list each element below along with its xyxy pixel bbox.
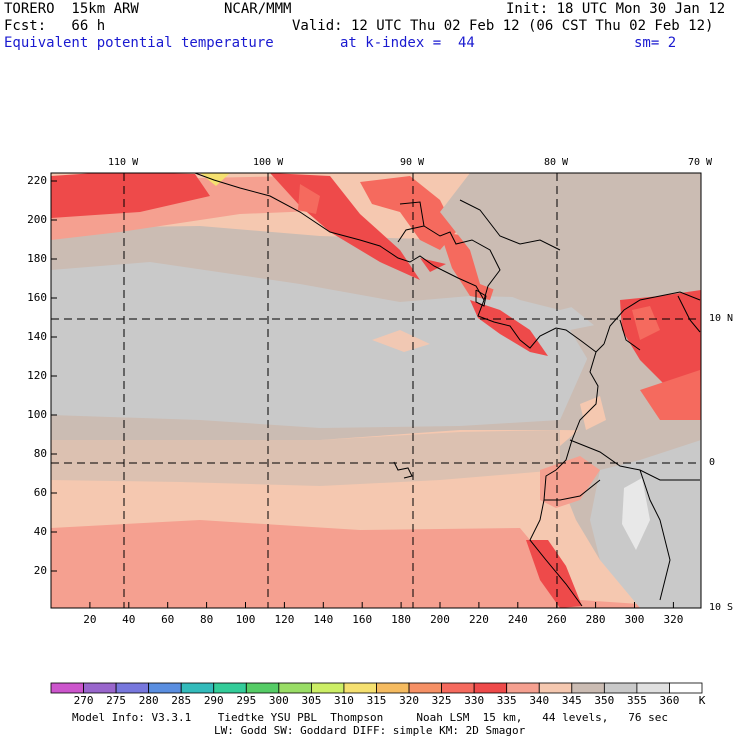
valid-time: Valid: 12 UTC Thu 02 Feb 12 (06 CST Thu … (292, 18, 714, 34)
y-tick-label: 180 (27, 252, 47, 265)
axis-ticks (51, 180, 674, 608)
model-title: TORERO 15km ARW (4, 1, 139, 17)
colorbar-label: 300 (268, 694, 289, 707)
model-info-line: Model Info: V3.3.1 Tiedtke YSU PBL Thomp… (72, 711, 669, 724)
colorbar-swatch (310, 682, 345, 694)
colorbar-swatch (603, 682, 638, 694)
colorbar-swatch (180, 682, 215, 694)
x-tick-label: 260 (546, 613, 567, 626)
colorbar-label: 280 (138, 694, 159, 707)
map-frame (50, 172, 702, 609)
colorbar-swatch (473, 682, 508, 694)
y-tick-label: 100 (27, 408, 47, 421)
y-tick-label: 80 (33, 447, 47, 460)
lon-label-100w: 100 W (253, 157, 284, 168)
level-info: at k-index = 44 (340, 35, 475, 51)
x-tick-label: 200 (430, 613, 450, 626)
colorbar-label: 320 (399, 694, 419, 707)
colorbar-swatch (441, 682, 475, 694)
colorbar-swatch (376, 682, 410, 694)
physics-info-line: LW: Godd SW: Goddard DIFF: simple KM: 2D… (214, 724, 526, 737)
colorbar-swatch (115, 682, 150, 694)
x-tick-label: 140 (313, 613, 334, 626)
smoothing-info: sm= 2 (634, 35, 677, 51)
colorbar-label: 275 (106, 694, 127, 707)
x-tick-label: 60 (161, 613, 175, 626)
x-tick-label: 240 (507, 613, 528, 626)
forecast-hour: Fcst: 66 h (4, 18, 106, 34)
x-tick-label: 180 (391, 613, 412, 626)
x-tick-label: 320 (663, 613, 684, 626)
colorbar-label: 340 (529, 694, 550, 707)
lon-label-90w: 90 W (400, 157, 425, 168)
lon-label-70w: 70 W (688, 157, 713, 168)
lat-label-0: 0 (709, 457, 716, 468)
colorbar-unit: K (698, 694, 706, 707)
colorbar-label: 325 (431, 694, 452, 707)
colorbar-label: 290 (203, 694, 224, 707)
y-tick-label: 120 (27, 369, 47, 382)
init-time: Init: 18 UTC Mon 30 Jan 12 (506, 1, 726, 17)
colorbar-label: 305 (301, 694, 322, 707)
colorbar-label: 270 (73, 694, 94, 707)
lon-label-80w: 80 W (544, 157, 569, 168)
colorbar-label: 355 (626, 694, 647, 707)
colorbar-label: 350 (594, 694, 615, 707)
colorbar-label: 310 (334, 694, 354, 707)
colorbar-swatch (278, 682, 312, 694)
x-tick-label: 120 (274, 613, 295, 626)
colorbar-swatch (636, 682, 670, 694)
colorbar-swatch (245, 682, 280, 694)
colorbar-label: 295 (236, 694, 257, 707)
colorbar-label: 335 (496, 694, 517, 707)
x-tick-label: 40 (122, 613, 136, 626)
colorbar-swatch (408, 682, 442, 694)
colorbar-label: 330 (464, 694, 485, 707)
x-tick-label: 160 (352, 613, 373, 626)
y-tick-label: 200 (27, 213, 47, 226)
colorbar-swatch (343, 682, 377, 694)
colorbar (50, 682, 703, 694)
field-name: Equivalent potential temperature (4, 35, 274, 51)
lon-label-110w: 110 W (108, 157, 139, 168)
colorbar-swatch (571, 682, 605, 694)
colorbar-label: 315 (366, 694, 387, 707)
x-tick-label: 80 (199, 613, 214, 626)
y-tick-label: 20 (33, 564, 47, 577)
y-tick-label: 140 (27, 330, 47, 343)
theta-e-field (51, 173, 701, 608)
colorbar-swatch (669, 682, 703, 694)
x-tick-label: 220 (468, 613, 489, 626)
x-tick-label: 280 (585, 613, 606, 626)
x-tick-label: 100 (235, 613, 256, 626)
lat-label-10n: 10 N (709, 313, 734, 324)
y-tick-label: 40 (33, 525, 47, 538)
colorbar-label: 285 (171, 694, 192, 707)
colorbar-label: 345 (561, 694, 582, 707)
center-title: NCAR/MMM (224, 1, 292, 17)
x-tick-label: 20 (83, 613, 97, 626)
colorbar-swatch (148, 682, 182, 694)
colorbar-swatch (538, 682, 573, 694)
y-tick-label: 160 (27, 291, 47, 304)
colorbar-swatch (213, 682, 247, 694)
y-tick-label: 60 (33, 486, 47, 499)
y-tick-label: 220 (27, 174, 47, 187)
coastlines (194, 173, 701, 607)
x-tick-label: 300 (624, 613, 645, 626)
colorbar-swatch (50, 682, 84, 694)
colorbar-swatch (506, 682, 540, 694)
lat-label-10s: 10 S (709, 602, 734, 613)
colorbar-label: 360 (659, 694, 680, 707)
colorbar-swatch (83, 682, 117, 694)
lat-lon-grid (51, 173, 701, 608)
